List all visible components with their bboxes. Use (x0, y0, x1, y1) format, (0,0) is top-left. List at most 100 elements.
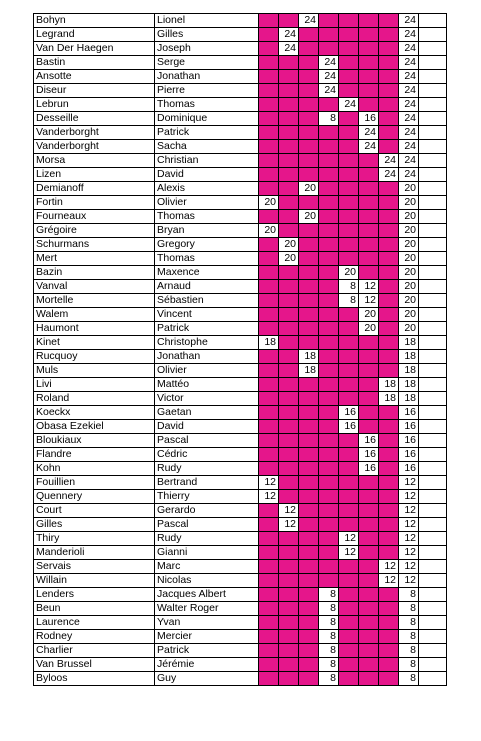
empty-cell (258, 587, 279, 602)
total-cell: 18 (398, 363, 419, 378)
empty-cell (298, 643, 319, 658)
empty-cell (258, 97, 279, 112)
empty-cell (298, 167, 319, 182)
score-cell: 16 (358, 433, 379, 448)
empty-cell (338, 27, 359, 42)
empty-cell (258, 279, 279, 294)
empty-cell (298, 377, 319, 392)
blank-cell (418, 349, 447, 364)
empty-cell (338, 601, 359, 616)
blank-cell (418, 377, 447, 392)
first-name: Patrick (154, 643, 259, 658)
empty-cell (258, 167, 279, 182)
empty-cell (378, 279, 399, 294)
score-cell: 8 (338, 293, 359, 308)
score-cell: 8 (318, 643, 339, 658)
empty-cell (358, 69, 379, 84)
empty-cell (278, 349, 299, 364)
score-cell: 24 (378, 153, 399, 168)
total-cell: 16 (398, 433, 419, 448)
empty-cell (278, 475, 299, 490)
empty-cell (318, 125, 339, 140)
blank-cell (418, 307, 447, 322)
blank-cell (418, 13, 447, 28)
row: Vanval Arnaud 8 12 20 (33, 279, 447, 294)
empty-cell (278, 657, 299, 672)
empty-cell (338, 321, 359, 336)
total-cell: 24 (398, 13, 419, 28)
total-cell: 18 (398, 335, 419, 350)
score-cell: 16 (338, 405, 359, 420)
last-name: Vanval (33, 279, 155, 294)
score-cell: 20 (298, 181, 319, 196)
empty-cell (358, 335, 379, 350)
total-cell: 20 (398, 209, 419, 224)
empty-cell (358, 545, 379, 560)
empty-cell (338, 629, 359, 644)
row: Bazin Maxence 20 20 (33, 265, 447, 280)
row: Lebrun Thomas 24 24 (33, 97, 447, 112)
empty-cell (298, 559, 319, 574)
first-name: Jérémie (154, 657, 259, 672)
first-name: Vincent (154, 307, 259, 322)
last-name: Mortelle (33, 293, 155, 308)
empty-cell (378, 475, 399, 490)
last-name: Kohn (33, 461, 155, 476)
score-cell: 16 (358, 461, 379, 476)
empty-cell (318, 335, 339, 350)
last-name: Roland (33, 391, 155, 406)
empty-cell (298, 475, 319, 490)
empty-cell (318, 475, 339, 490)
total-cell: 12 (398, 559, 419, 574)
total-cell: 24 (398, 153, 419, 168)
score-cell: 12 (278, 517, 299, 532)
first-name: Arnaud (154, 279, 259, 294)
empty-cell (338, 251, 359, 266)
score-cell: 20 (358, 307, 379, 322)
row: Vanderborght Sacha 24 24 (33, 139, 447, 154)
score-cell: 8 (318, 629, 339, 644)
row: Roland Victor 18 18 (33, 391, 447, 406)
total-cell: 20 (398, 223, 419, 238)
last-name: Quennery (33, 489, 155, 504)
row: Rucquoy Jonathan 18 18 (33, 349, 447, 364)
row: Van Der Haegen Joseph 24 24 (33, 41, 447, 56)
empty-cell (258, 321, 279, 336)
empty-cell (258, 517, 279, 532)
blank-cell (418, 601, 447, 616)
empty-cell (338, 237, 359, 252)
empty-cell (278, 643, 299, 658)
score-cell: 20 (278, 237, 299, 252)
empty-cell (318, 265, 339, 280)
row: Bohyn Lionel 24 24 (33, 13, 447, 28)
total-cell: 12 (398, 517, 419, 532)
last-name: Rucquoy (33, 349, 155, 364)
empty-cell (258, 13, 279, 28)
empty-cell (258, 153, 279, 168)
empty-cell (338, 69, 359, 84)
empty-cell (298, 391, 319, 406)
blank-cell (418, 83, 447, 98)
empty-cell (278, 559, 299, 574)
total-cell: 24 (398, 111, 419, 126)
total-cell: 24 (398, 139, 419, 154)
empty-cell (358, 405, 379, 420)
empty-cell (378, 601, 399, 616)
blank-cell (418, 363, 447, 378)
empty-cell (278, 69, 299, 84)
empty-cell (298, 153, 319, 168)
empty-cell (318, 559, 339, 574)
first-name: Pascal (154, 433, 259, 448)
empty-cell (358, 391, 379, 406)
score-cell: 24 (358, 139, 379, 154)
score-cell: 20 (338, 265, 359, 280)
first-name: Jonathan (154, 69, 259, 84)
empty-cell (338, 573, 359, 588)
empty-cell (298, 517, 319, 532)
empty-cell (258, 419, 279, 434)
empty-cell (318, 517, 339, 532)
total-cell: 16 (398, 461, 419, 476)
empty-cell (378, 265, 399, 280)
empty-cell (298, 125, 319, 140)
